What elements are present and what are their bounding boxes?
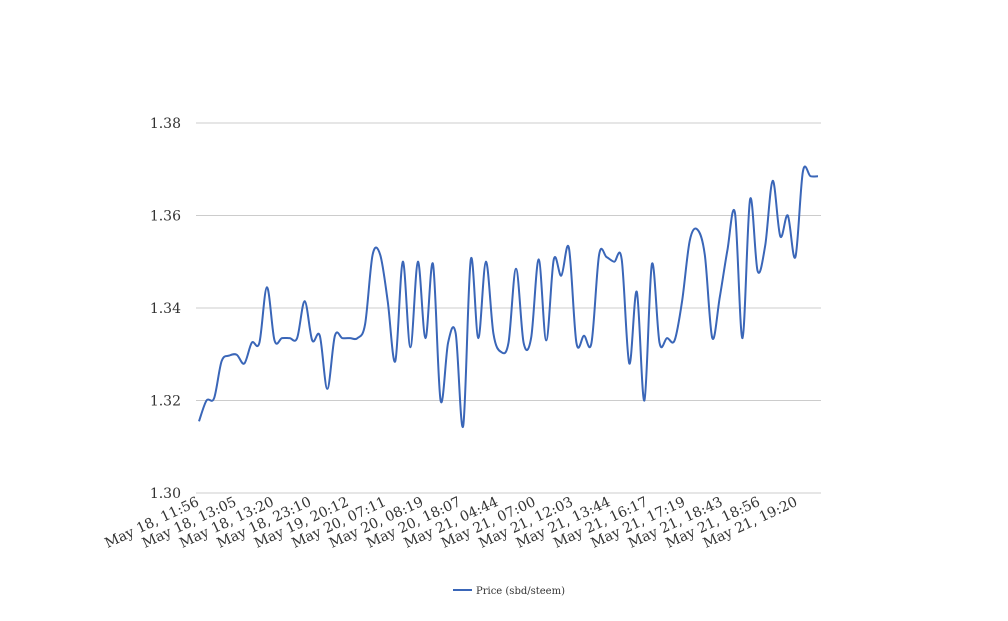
y-tick-label: 1.30 bbox=[150, 486, 181, 502]
y-tick-label: 1.36 bbox=[150, 209, 181, 225]
series-line-price bbox=[198, 165, 819, 428]
series-layer bbox=[198, 165, 819, 428]
y-axis-ticks: 1.30 1.32 1.34 1.36 1.38 bbox=[150, 116, 181, 502]
legend-label: Price (sbd/steem) bbox=[476, 586, 565, 597]
y-tick-label: 1.38 bbox=[150, 116, 181, 132]
legend: Price (sbd/steem) bbox=[453, 586, 565, 597]
y-tick-label: 1.32 bbox=[150, 394, 181, 410]
y-tick-label: 1.34 bbox=[150, 301, 181, 317]
gridlines bbox=[196, 122, 821, 494]
